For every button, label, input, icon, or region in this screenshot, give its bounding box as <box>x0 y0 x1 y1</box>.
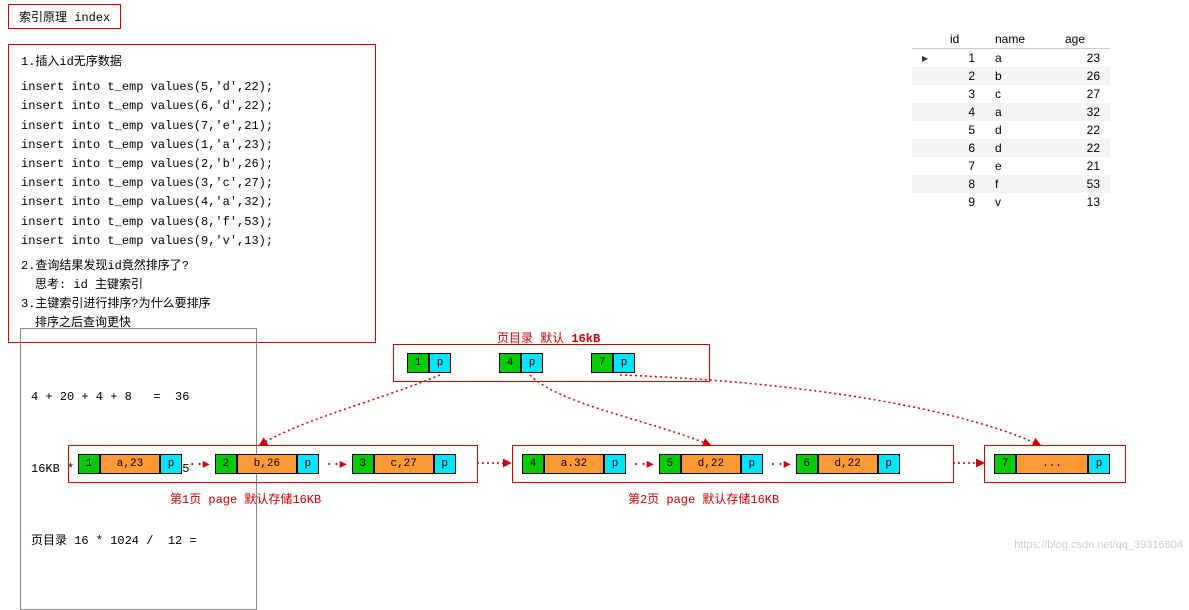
id-cell: 2 <box>215 454 237 474</box>
id-cell: 4 <box>499 353 521 373</box>
table-row: 4a32 <box>912 103 1110 121</box>
ptr-cell: p <box>521 353 543 373</box>
note-line2b: 思考: id 主键索引 <box>21 276 363 295</box>
note-line3a: 3.主键索引进行排序?为什么要排序 <box>21 295 363 314</box>
page2-records: 4a.32p··▸5d,22p··▸6d,22p <box>522 454 900 474</box>
ptr-cell: p <box>878 454 900 474</box>
ptr-cell: p <box>297 454 319 474</box>
data-cell: c,27 <box>374 454 434 474</box>
id-cell: 5 <box>659 454 681 474</box>
dir-entries: 1p4p7p <box>407 353 635 373</box>
data-cell: a,23 <box>100 454 160 474</box>
link-arrow: ··▸ <box>325 456 346 473</box>
id-cell: 4 <box>522 454 544 474</box>
ptr-cell: p <box>434 454 456 474</box>
link-arrow: ··▸ <box>632 456 653 473</box>
ptr-cell: p <box>160 454 182 474</box>
data-cell: d,22 <box>818 454 878 474</box>
ptr-cell: p <box>429 353 451 373</box>
table-row: 6d22 <box>912 139 1110 157</box>
result-table: id name age ▸1a232b263c274a325d226d227e2… <box>912 30 1110 211</box>
record: 6d,22p <box>796 454 900 474</box>
link-arrow: ··▸ <box>188 456 209 473</box>
record: 4a.32p <box>522 454 626 474</box>
table-row: 8f53 <box>912 175 1110 193</box>
title-box: 索引原理 index <box>8 4 121 29</box>
calc-l3: 页目录 16 * 1024 / 12 = <box>31 529 246 553</box>
ptr-cell: p <box>741 454 763 474</box>
id-cell: 3 <box>352 454 374 474</box>
table-row: 7e21 <box>912 157 1110 175</box>
record: 4p <box>499 353 543 373</box>
ptr-cell: p <box>613 353 635 373</box>
note-line2a: 2.查询结果发现id竟然排序了? <box>21 257 363 276</box>
id-cell: 7 <box>994 454 1016 474</box>
table-row: 9v13 <box>912 193 1110 211</box>
record: 2b,26p <box>215 454 319 474</box>
watermark: https://blog.csdn.net/qq_39316804 <box>1014 539 1183 551</box>
id-cell: 7 <box>591 353 613 373</box>
record: 3c,27p <box>352 454 456 474</box>
ptr-cell: p <box>1088 454 1110 474</box>
data-cell: b,26 <box>237 454 297 474</box>
record: 7p <box>591 353 635 373</box>
th-id: id <box>940 30 985 49</box>
ptr-cell: p <box>604 454 626 474</box>
title: 索引原理 index <box>19 11 110 25</box>
note-line1: 1.插入id无序数据 <box>21 53 363 72</box>
page2-label: 第2页 page 默认存储16KB <box>628 490 779 507</box>
page1-records: 1a,23p··▸2b,26p··▸3c,27p <box>78 454 456 474</box>
data-cell: ... <box>1016 454 1088 474</box>
record: 5d,22p <box>659 454 763 474</box>
data-cell: d,22 <box>681 454 741 474</box>
page1-label: 第1页 page 默认存储16KB <box>170 490 321 507</box>
table-row: 2b26 <box>912 67 1110 85</box>
id-cell: 1 <box>407 353 429 373</box>
notes-box: 1.插入id无序数据 insert into t_emp values(5,'d… <box>8 44 376 343</box>
data-cell: a.32 <box>544 454 604 474</box>
calc-l1: 4 + 20 + 4 + 8 = 36 <box>31 385 246 409</box>
table-row: 3c27 <box>912 85 1110 103</box>
record: 7...p <box>994 454 1110 474</box>
id-cell: 1 <box>78 454 100 474</box>
record: 1a,23p <box>78 454 182 474</box>
page3-records: 7...p <box>994 454 1110 474</box>
sql-block: insert into t_emp values(5,'d',22); inse… <box>21 78 363 251</box>
table-row: ▸1a23 <box>912 49 1110 68</box>
link-arrow: ··▸ <box>769 456 790 473</box>
th-name: name <box>985 30 1055 49</box>
id-cell: 6 <box>796 454 818 474</box>
th-age: age <box>1055 30 1110 49</box>
table-row: 5d22 <box>912 121 1110 139</box>
record: 1p <box>407 353 451 373</box>
